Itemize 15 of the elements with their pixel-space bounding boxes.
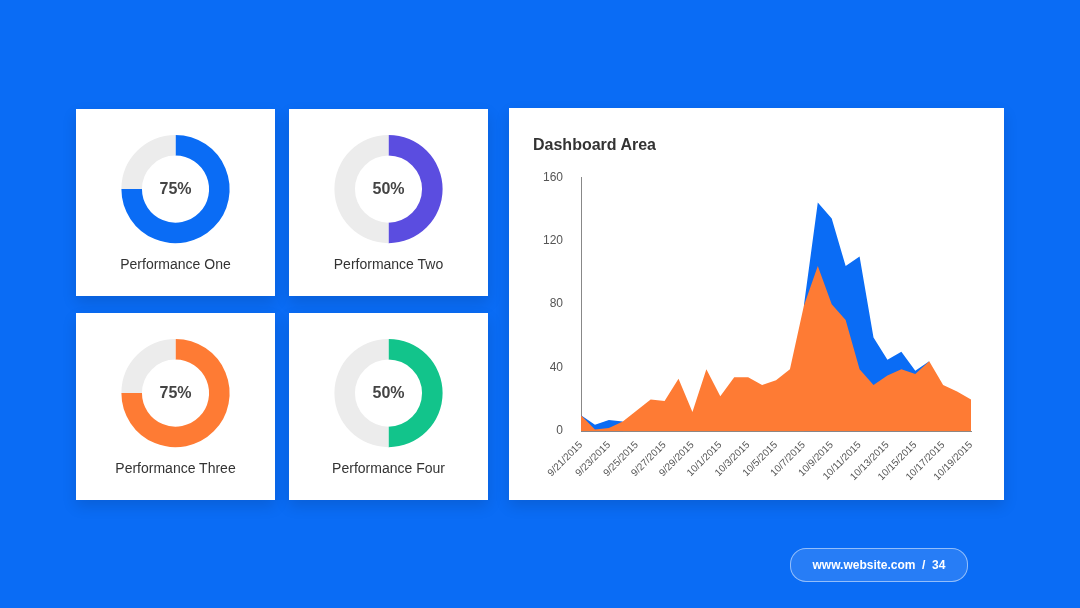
y-tick-label: 40 — [549, 359, 564, 374]
text: Performance One — [120, 256, 231, 273]
chart-title: Dashboard Area — [533, 136, 657, 154]
y-tick-label: 120 — [542, 232, 564, 247]
text: Performance Two — [333, 256, 444, 273]
y-tick-label: 0 — [556, 423, 564, 438]
data-label: 50% — [372, 383, 405, 401]
data-label: 75% — [159, 179, 192, 197]
y-tick-label: 160 — [542, 169, 564, 184]
text: www.website.com / 34 — [812, 558, 946, 572]
text: Performance Four — [332, 460, 446, 477]
data-label: 50% — [372, 179, 405, 197]
text: Performance Three — [115, 460, 236, 477]
y-tick-label: 80 — [549, 296, 564, 311]
data-label: 75% — [159, 383, 192, 401]
